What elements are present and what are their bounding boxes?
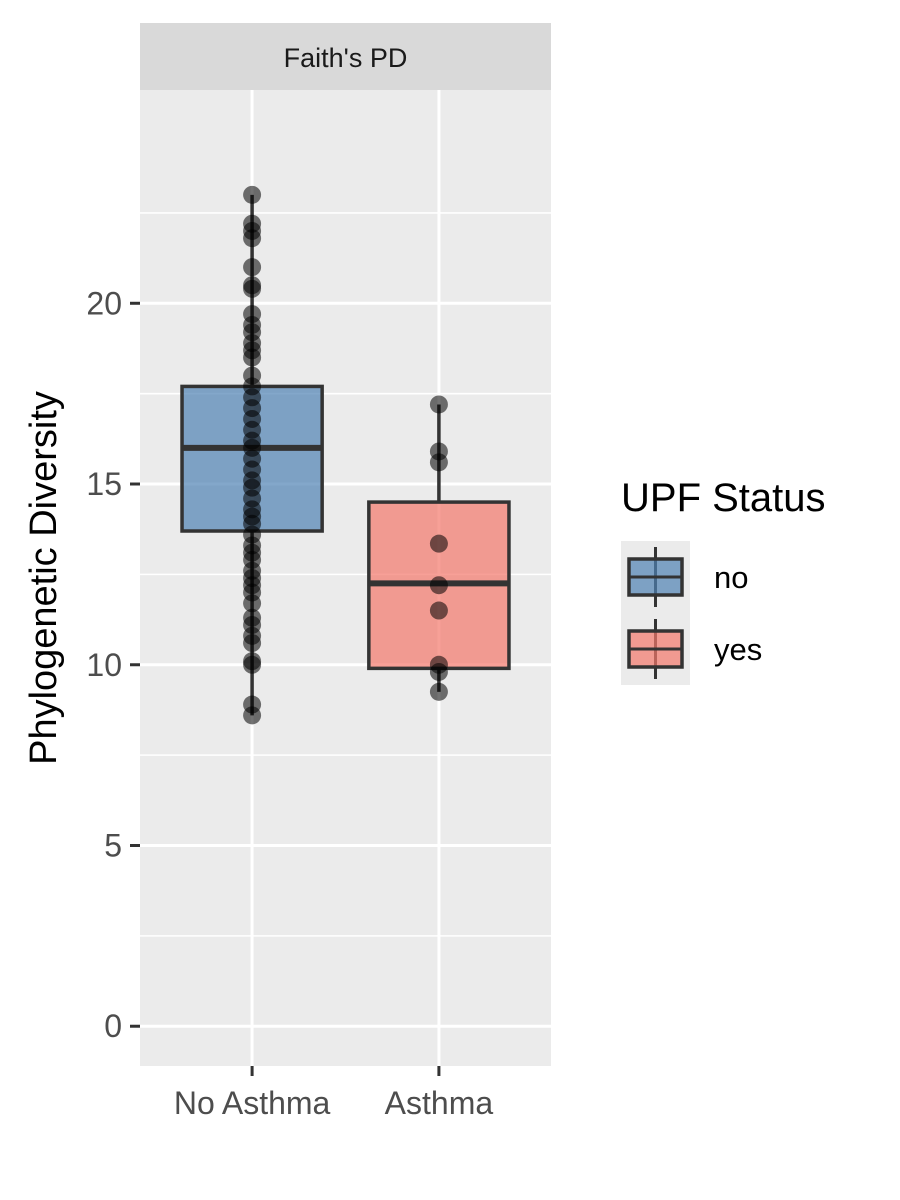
facet-label: Faith's PD bbox=[284, 43, 408, 73]
data-point bbox=[243, 305, 262, 324]
data-point bbox=[243, 652, 262, 671]
data-point bbox=[429, 655, 448, 674]
y-tick-label: 15 bbox=[86, 466, 122, 502]
legend-entry-label: yes bbox=[714, 632, 762, 667]
data-point bbox=[243, 366, 262, 385]
legend: UPF Status no yes bbox=[621, 476, 826, 685]
boxes-layer bbox=[180, 185, 511, 725]
data-point bbox=[243, 608, 262, 627]
y-tick-label: 20 bbox=[86, 285, 122, 321]
data-point bbox=[429, 682, 448, 701]
data-point bbox=[243, 276, 262, 295]
data-point bbox=[243, 185, 262, 204]
data-point bbox=[429, 576, 448, 595]
data-point bbox=[429, 395, 448, 414]
data-point bbox=[429, 442, 448, 461]
y-tick-label: 10 bbox=[86, 647, 122, 683]
data-point bbox=[243, 214, 262, 233]
facet-strip bbox=[140, 23, 551, 90]
y-axis-title: Phylogenetic Diversity bbox=[23, 391, 65, 765]
legend-title: UPF Status bbox=[621, 476, 826, 520]
legend-items: no yes bbox=[621, 541, 762, 685]
y-tick-label: 5 bbox=[104, 827, 122, 863]
data-point bbox=[429, 534, 448, 553]
y-axis: 0 5 10 15 20 bbox=[86, 285, 140, 1044]
x-axis: No Asthma Asthma bbox=[174, 1066, 494, 1121]
y-tick-label: 0 bbox=[104, 1008, 122, 1044]
data-point bbox=[243, 258, 262, 277]
box-group bbox=[367, 395, 511, 701]
x-tick-label: No Asthma bbox=[174, 1085, 331, 1121]
box-group bbox=[180, 185, 324, 725]
legend-entry-label: no bbox=[714, 560, 748, 595]
data-point bbox=[243, 695, 262, 714]
x-tick-label: Asthma bbox=[385, 1085, 494, 1121]
data-point bbox=[429, 601, 448, 620]
